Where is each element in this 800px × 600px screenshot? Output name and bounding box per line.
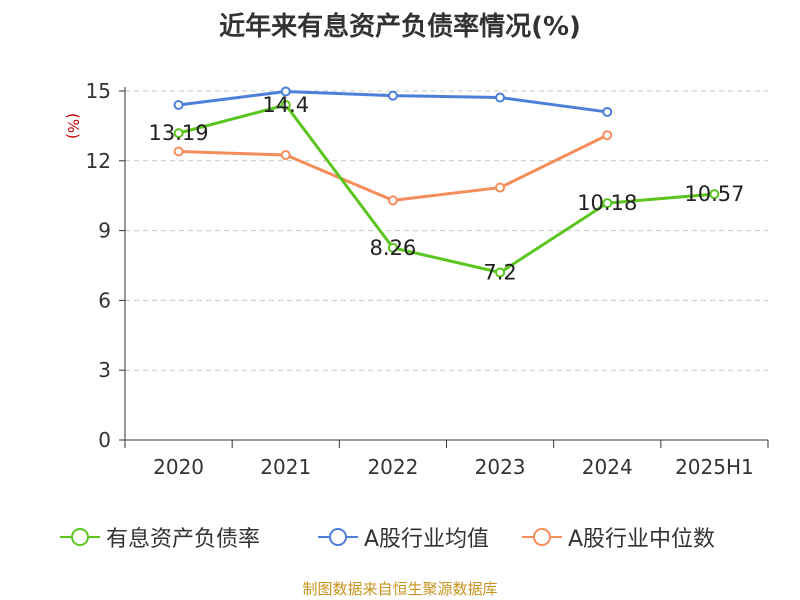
y-tick-label: 6 (98, 288, 111, 312)
data-point (173, 128, 184, 139)
data-label: 10.18 (577, 191, 637, 215)
legend-marker-icon (522, 528, 562, 546)
y-tick-label: 3 (98, 358, 111, 382)
data-point (280, 99, 291, 110)
x-tick-label: 2023 (475, 455, 526, 479)
data-label: 8.26 (370, 236, 417, 260)
data-point (709, 189, 720, 200)
y-tick-label: 0 (98, 428, 111, 452)
y-tick-label: 12 (86, 149, 111, 173)
legend-item-interest-debt-ratio[interactable]: 有息资产负债率 (60, 522, 260, 552)
legend: 有息资产负债率 A股行业均值 A股行业中位数 (0, 522, 800, 552)
x-tick-label: 2025H1 (675, 455, 754, 479)
chart-title: 近年来有息资产负债率情况(%) (219, 12, 581, 42)
data-point (602, 198, 613, 209)
data-label: 7.2 (483, 260, 516, 284)
source-note: 制图数据来自恒生聚源数据库 (302, 580, 498, 598)
data-point (602, 130, 613, 141)
data-point (387, 90, 398, 101)
data-label: 14.4 (262, 93, 309, 117)
data-point (387, 242, 398, 253)
data-point (173, 146, 184, 157)
legend-marker-icon (60, 528, 100, 546)
y-axis-label: (%) (64, 113, 82, 139)
x-tick-label: 2020 (153, 455, 204, 479)
series-line (178, 103, 715, 274)
legend-label: A股行业均值 (364, 527, 490, 552)
y-tick-label: 9 (98, 219, 111, 243)
data-point (495, 182, 506, 193)
legend-marker-icon (318, 528, 358, 546)
data-label: 13.19 (149, 121, 209, 145)
data-point (602, 106, 613, 117)
data-point (387, 195, 398, 206)
data-point (495, 92, 506, 103)
y-tick-label: 15 (86, 79, 111, 103)
data-point (495, 267, 506, 278)
data-point (173, 99, 184, 110)
x-tick-label: 2024 (582, 455, 633, 479)
legend-label: A股行业中位数 (568, 527, 716, 552)
legend-item-industry-mean[interactable]: A股行业均值 (318, 522, 489, 552)
data-point (280, 86, 291, 97)
legend-label: 有息资产负债率 (106, 527, 261, 552)
x-tick-label: 2021 (260, 455, 311, 479)
legend-item-industry-median[interactable]: A股行业中位数 (522, 522, 715, 552)
x-tick-label: 2022 (367, 455, 418, 479)
data-label: 10.57 (684, 182, 744, 206)
data-point (280, 149, 291, 160)
series-line (178, 133, 608, 202)
